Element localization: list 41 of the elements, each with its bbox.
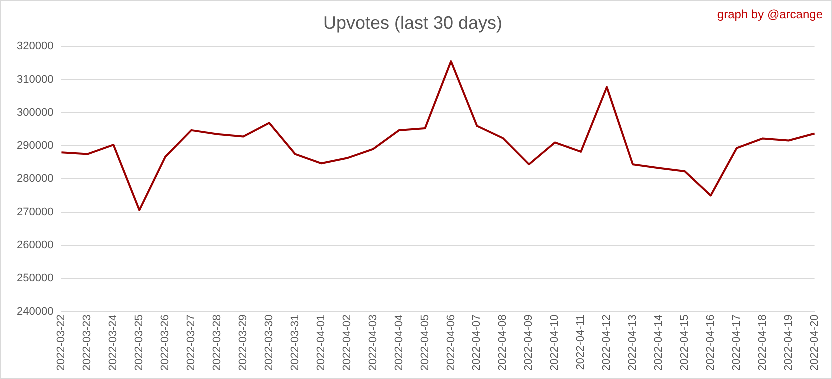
x-tick-label: 2022-04-01 [315, 314, 328, 372]
x-tick-label: 2022-03-27 [186, 314, 198, 372]
x-tick-label: 2022-03-25 [134, 314, 146, 372]
x-tick-label: 2022-04-09 [523, 314, 536, 372]
x-tick-label: 2022-03-28 [212, 314, 224, 372]
x-tick-label: 2022-04-10 [549, 314, 562, 372]
x-tick-label: 2022-04-05 [419, 314, 432, 372]
y-tick-label: 270000 [16, 206, 54, 218]
y-tick-label: 280000 [16, 173, 54, 186]
x-tick-label: 2022-03-22 [56, 314, 68, 372]
x-tick-label: 2022-04-02 [341, 314, 354, 372]
x-tick-label: 2022-04-18 [756, 314, 769, 372]
x-tick-label: 2022-03-24 [108, 314, 120, 372]
x-tick-label: 2022-04-19 [782, 314, 795, 372]
text: graph by @arcange [717, 7, 824, 22]
x-tick-label: 2022-03-26 [160, 314, 172, 372]
y-tick-label: 300000 [16, 106, 54, 119]
x-tick-label: 2022-04-14 [653, 314, 666, 372]
y-tick-label: 260000 [16, 239, 54, 252]
x-tick-label: 2022-04-13 [627, 314, 640, 372]
x-tick-label: 2022-04-08 [497, 314, 510, 372]
x-tick-label: 2022-04-20 [808, 314, 821, 372]
x-tick-label: 2022-04-07 [471, 314, 484, 372]
y-tick-label: 320000 [16, 40, 54, 53]
x-tick-label: 2022-03-31 [289, 314, 302, 372]
x-tick-label: 2022-04-12 [601, 314, 614, 372]
chart-title: Upvotes (last 30 days) [323, 12, 503, 33]
y-tick-label: 290000 [16, 140, 54, 152]
x-tick-label: 2022-04-04 [393, 314, 406, 372]
y-tick-label: 250000 [16, 272, 54, 285]
x-tick-label: 2022-04-06 [445, 314, 458, 372]
x-tick-label: 2022-03-23 [82, 314, 94, 372]
x-tick-label: 2022-03-29 [238, 314, 250, 372]
x-tick-label: 2022-04-11 [575, 314, 588, 370]
x-tick-label: 2022-03-30 [263, 314, 276, 372]
x-tick-label: 2022-04-03 [367, 314, 380, 372]
y-tick-label: 310000 [16, 74, 54, 86]
y-tick-label: 240000 [16, 306, 54, 318]
x-tick-label: 2022-04-17 [730, 314, 743, 372]
x-tick-label: 2022-04-16 [704, 314, 717, 372]
x-tick-label: 2022-04-15 [678, 314, 691, 372]
